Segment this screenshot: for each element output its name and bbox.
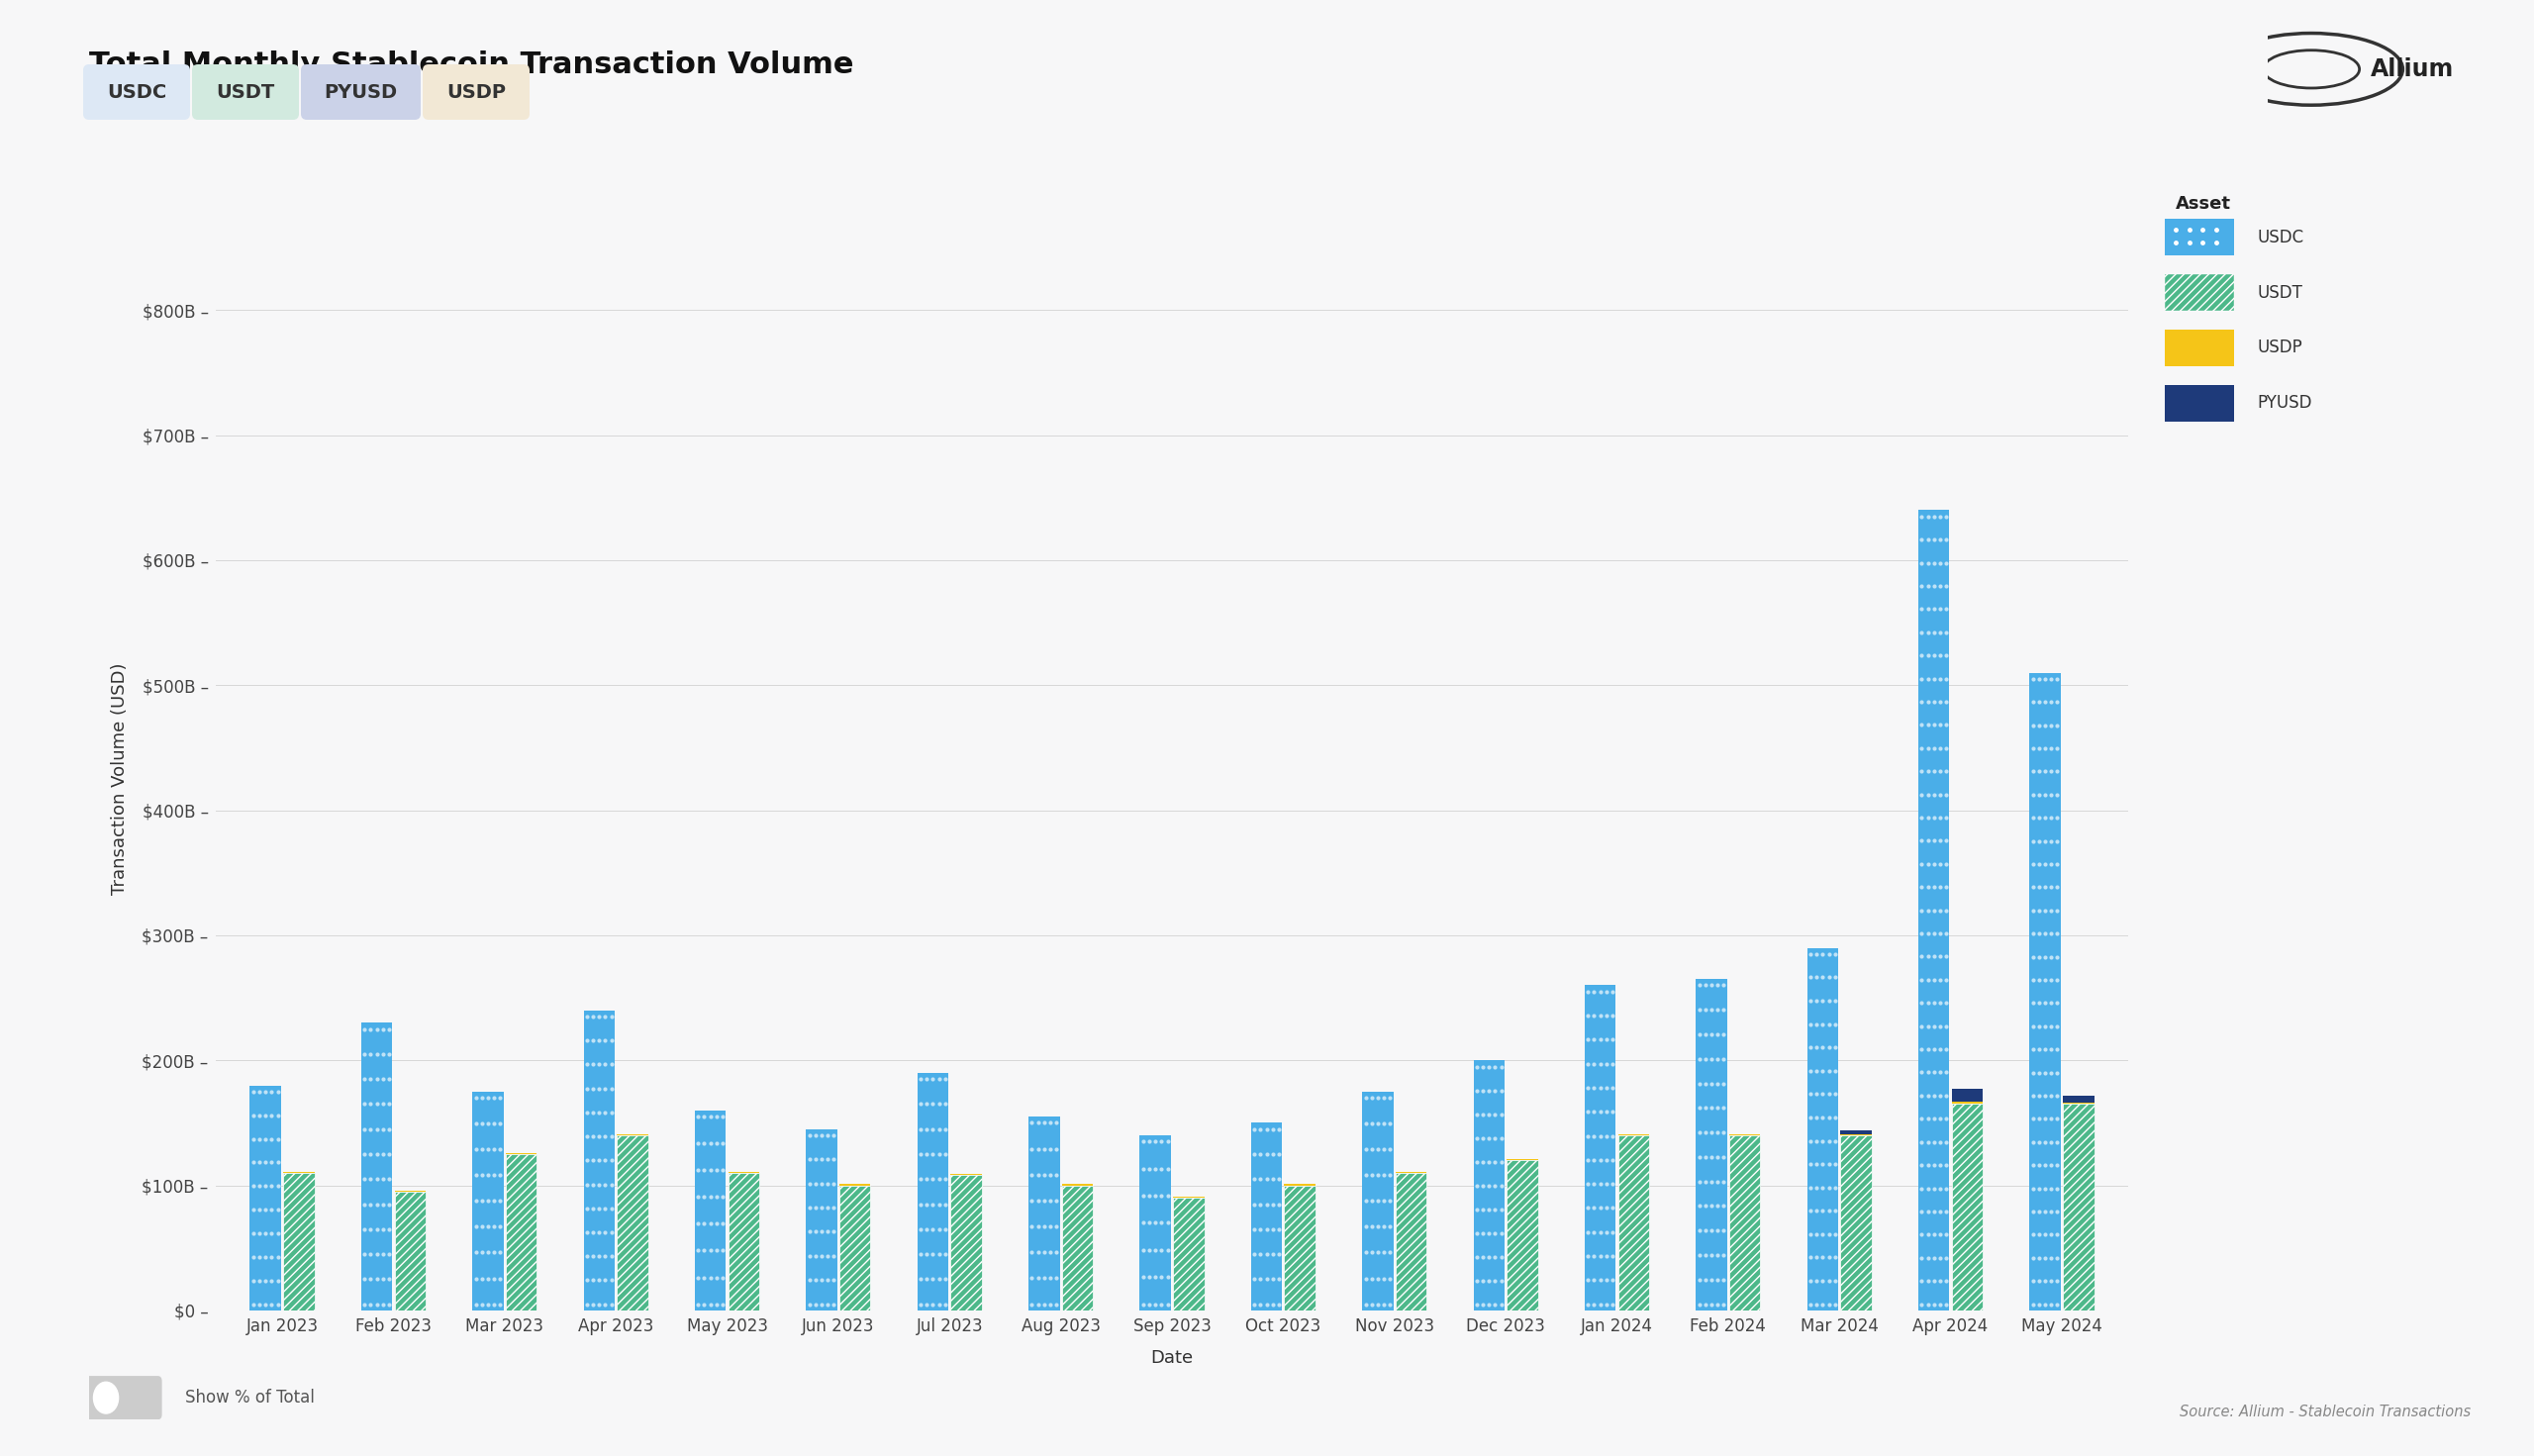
Bar (362, 1022, 393, 1310)
Bar (2030, 673, 2060, 1310)
Bar (1062, 1185, 1092, 1310)
Bar (2063, 1095, 2093, 1102)
Bar (251, 1085, 281, 1310)
Bar (1951, 1104, 1982, 1310)
Bar (1695, 978, 1728, 1310)
Bar (839, 1185, 872, 1310)
Bar (1840, 1130, 1873, 1134)
Y-axis label: Transaction Volume (USD): Transaction Volume (USD) (111, 662, 129, 895)
Bar (1728, 1136, 1761, 1310)
Text: USDC: USDC (2258, 229, 2303, 246)
X-axis label: Date: Date (1150, 1348, 1194, 1367)
FancyBboxPatch shape (302, 64, 421, 119)
Bar (1252, 1123, 1282, 1310)
Text: USDT: USDT (215, 83, 274, 102)
FancyBboxPatch shape (84, 64, 190, 119)
FancyBboxPatch shape (423, 64, 530, 119)
Text: USDP: USDP (446, 83, 507, 102)
Text: USDT: USDT (2258, 284, 2303, 301)
Bar (284, 1174, 314, 1310)
Text: Total Monthly Stablecoin Transaction Volume: Total Monthly Stablecoin Transaction Vol… (89, 51, 854, 80)
Bar (727, 1174, 760, 1310)
Bar (1140, 1136, 1171, 1310)
Text: USDC: USDC (106, 83, 167, 102)
Text: Allium: Allium (2372, 57, 2453, 82)
FancyBboxPatch shape (2164, 384, 2232, 422)
Bar (1918, 510, 1949, 1310)
Bar (806, 1128, 836, 1310)
FancyBboxPatch shape (84, 1376, 162, 1420)
Bar (2063, 1104, 2093, 1310)
Bar (1807, 948, 1837, 1310)
Bar (1363, 1092, 1394, 1310)
Bar (1508, 1160, 1538, 1310)
Bar (395, 1191, 426, 1310)
Bar (507, 1155, 537, 1310)
Bar (694, 1111, 725, 1310)
Text: PYUSD: PYUSD (324, 83, 398, 102)
Bar (1029, 1117, 1059, 1310)
FancyBboxPatch shape (2164, 274, 2232, 312)
Text: PYUSD: PYUSD (2258, 395, 2314, 412)
FancyBboxPatch shape (193, 64, 299, 119)
Circle shape (94, 1382, 119, 1414)
Text: Source: Allium - Stablecoin Transactions: Source: Allium - Stablecoin Transactions (2179, 1405, 2471, 1420)
FancyBboxPatch shape (2164, 329, 2232, 367)
Bar (1584, 986, 1617, 1310)
Bar (1472, 1060, 1505, 1310)
Bar (471, 1092, 504, 1310)
Text: Show % of Total: Show % of Total (185, 1389, 314, 1406)
Bar (616, 1136, 649, 1310)
Bar (1285, 1185, 1315, 1310)
Bar (917, 1073, 948, 1310)
Text: Asset: Asset (2174, 195, 2230, 213)
FancyBboxPatch shape (2164, 218, 2232, 256)
Bar (1173, 1198, 1204, 1310)
Bar (1951, 1102, 1982, 1104)
Text: USDP: USDP (2258, 339, 2303, 357)
Bar (1619, 1136, 1650, 1310)
Bar (1951, 1089, 1982, 1102)
Bar (950, 1175, 981, 1310)
Bar (1396, 1174, 1427, 1310)
Bar (583, 1010, 616, 1310)
Bar (1840, 1136, 1873, 1310)
